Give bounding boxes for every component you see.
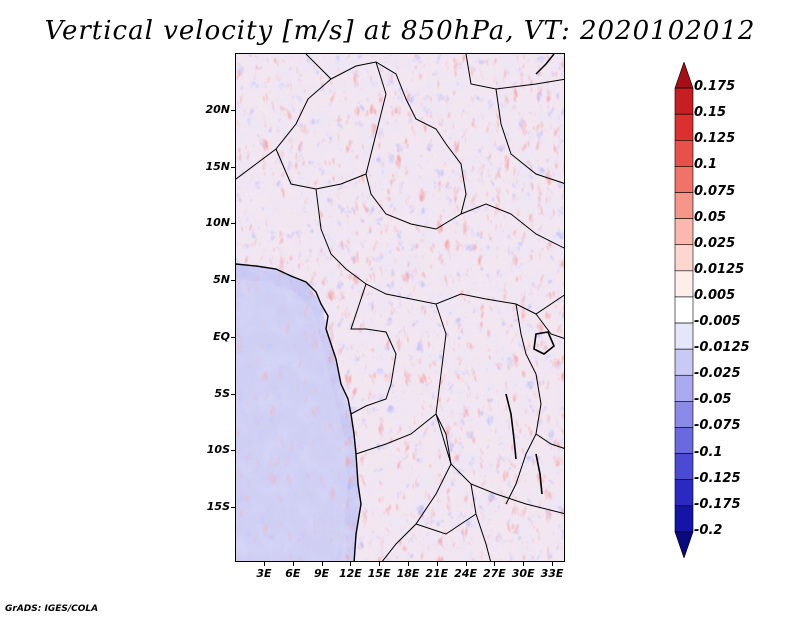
footer-credit: GrADS: IGES/COLA [5,604,99,614]
colorbar-label: 0.1 [694,157,718,173]
colorbar-label: 0.125 [694,131,736,147]
colorbar-label: 0.005 [694,287,736,303]
lat-label: 5S [214,386,230,400]
colorbar-label: -0.0125 [694,340,750,356]
colorbar-segment [674,453,694,480]
colorbar-label: 0.175 [694,79,736,95]
ocean-smooth-overlay [236,279,348,561]
lat-label: EQ [213,329,230,343]
lon-tick [350,562,352,566]
lon-label: 21E [425,567,449,580]
lon-label: 33E [540,567,564,580]
colorbar-segment [674,505,694,533]
lat-tick [231,393,235,395]
colorbar [674,62,694,558]
colorbar-segment [674,166,694,193]
colorbar-segment [674,479,694,507]
colorbar-top-triangle [674,62,694,89]
colorbar-label: 0.15 [694,105,727,121]
lat-tick [231,166,235,168]
lat-label: 20N [205,103,230,116]
lon-tick [552,562,553,566]
colorbar-segment [674,140,694,167]
lat-tick [231,223,235,225]
colorbar-segment [674,348,694,376]
colorbar-segment [674,192,694,219]
lon-tick [292,562,294,566]
colorbar-label: -0.2 [694,522,723,538]
colorbar-segment [674,296,694,324]
coastline-northeast [535,54,555,75]
lon-label: 18E [396,567,420,580]
lat-label: 10S [206,443,230,457]
colorbar-segment [674,218,694,246]
colorbar-label: 0.075 [694,183,736,199]
lon-tick [379,562,381,566]
colorbar-label: -0.05 [694,392,732,408]
lat-label: 10N [205,216,230,230]
lon-tick [264,562,265,566]
lon-label: 15E [367,567,391,580]
lon-label: 6E [285,567,301,580]
lon-label: 3E [256,567,272,580]
lon-tick [465,562,467,566]
lat-tick [231,110,235,111]
lon-tick [436,562,438,566]
lon-tick [494,562,496,566]
lat-label: 15N [205,159,230,173]
lon-label: 24E [454,567,477,580]
colorbar-label: -0.075 [694,418,741,434]
colorbar-label: -0.175 [694,496,741,512]
colorbar-segment [674,374,694,402]
lon-label: 30E [511,567,535,580]
lat-tick [231,506,235,508]
colorbar-label: 0.0125 [694,261,745,277]
lat-tick [231,450,235,452]
colorbar-bottom-triangle [674,531,694,558]
lon-tick [523,562,525,566]
lon-tick [408,562,409,566]
colorbar-label: -0.1 [694,444,723,460]
colorbar-segment [674,113,694,141]
lon-label: 27E [482,567,506,580]
lon-label: 9E [314,567,330,580]
vertical-velocity-map [236,54,564,561]
map-panel [235,53,565,562]
colorbar-segment [674,322,694,350]
lon-label: 12E [338,567,362,580]
colorbar-label: -0.125 [694,470,741,486]
colorbar-label: -0.025 [694,366,741,382]
colorbar-label: 0.025 [694,235,736,251]
colorbar-segment [674,401,694,428]
lon-tick [321,562,323,566]
country-borders [236,54,564,561]
lat-tick [231,336,235,338]
chart-title: Vertical velocity [m/s] at 850hPa, VT: 2… [44,16,756,46]
lat-label: 15S [206,499,230,513]
colorbar-segment [674,427,694,454]
colorbar-label: 0.05 [694,209,727,225]
colorbar-segment [674,244,694,272]
colorbar-segment [674,87,694,115]
colorbar-label: -0.005 [694,314,741,330]
lakes [505,331,555,495]
colorbar-segment [674,270,694,298]
lat-tick [231,280,235,282]
lat-label: 5N [213,273,230,287]
